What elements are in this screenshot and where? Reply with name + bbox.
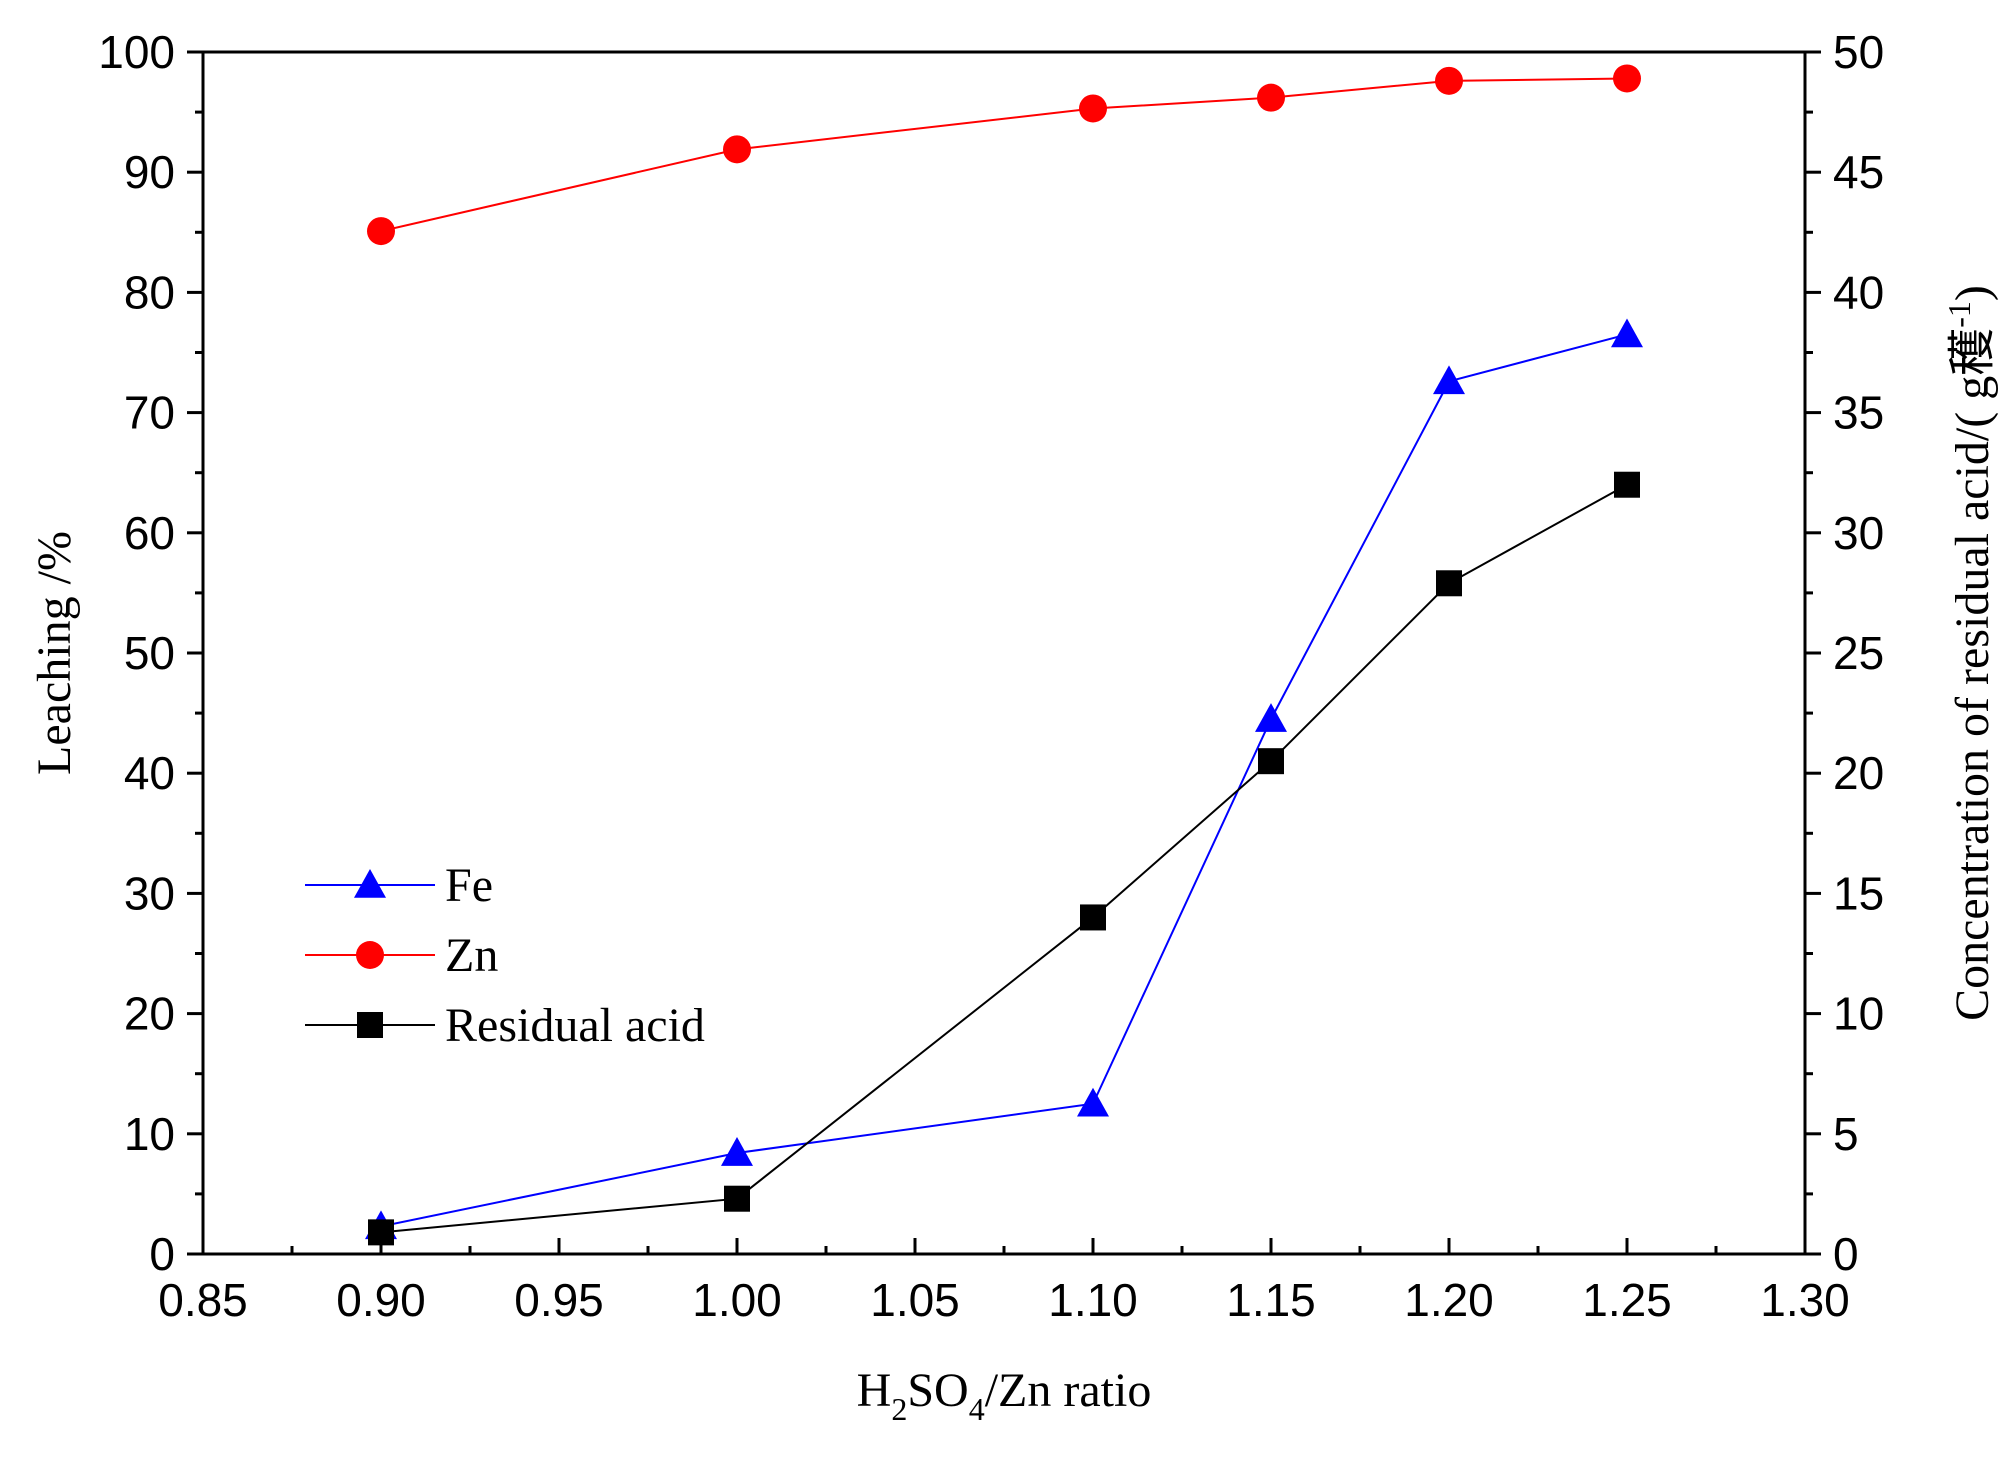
y-tick-label: 100 [98, 26, 175, 78]
residual-acid-line [380, 483, 1628, 1234]
series-residual-acid [368, 471, 1640, 1246]
residual-acid-point [1258, 748, 1284, 775]
y-tick-label: 80 [124, 266, 175, 318]
residual-acid-point [368, 1219, 394, 1246]
fe-point [1077, 1087, 1109, 1117]
legend-marker-residual-acid [357, 1012, 383, 1038]
y2-tick-label: 5 [1833, 1108, 1859, 1160]
zn-point [1257, 83, 1285, 112]
y2-axis-label: Concentration of residual acid/( g穫-1) [1941, 285, 1999, 1021]
y2-tick-label: 35 [1833, 387, 1884, 439]
y-tick-label: 0 [149, 1228, 175, 1280]
y-axis-label: Leaching /% [28, 531, 81, 775]
y2-tick-label: 30 [1833, 507, 1884, 559]
x-tick-label: 1.00 [692, 1274, 782, 1326]
x-tick-label: 0.85 [158, 1274, 248, 1326]
y-tick-label: 30 [124, 867, 175, 919]
y-tick-label: 10 [124, 1108, 175, 1160]
legend-marker-zn [356, 941, 384, 969]
x-tick-label: 1.15 [1226, 1274, 1316, 1326]
x-tick-label: 1.10 [1048, 1274, 1138, 1326]
y2-tick-label: 0 [1833, 1228, 1859, 1280]
x-tick-label: 1.20 [1404, 1274, 1494, 1326]
residual-acid-point [1436, 570, 1462, 597]
x-tick-label: 0.90 [336, 1274, 426, 1326]
y2-tick-label: 50 [1833, 26, 1884, 78]
y-tick-label: 20 [124, 988, 175, 1040]
zn-point [1079, 94, 1107, 123]
fe-line [380, 333, 1628, 1228]
y2-tick-label: 45 [1833, 146, 1884, 198]
y2-tick-label: 40 [1833, 266, 1884, 318]
legend-label-zn: Zn [445, 929, 498, 982]
y2-tick-label: 10 [1833, 988, 1884, 1040]
x-tick-label: 1.25 [1582, 1274, 1672, 1326]
zn-point [1435, 66, 1463, 95]
legend-marker-fe [354, 869, 386, 898]
y-tick-label: 50 [124, 627, 175, 679]
x-axis-label: H2SO4/Zn ratio [857, 1364, 1152, 1427]
series-zn [367, 64, 1641, 246]
y2-tick-label: 25 [1833, 627, 1884, 679]
y2-tick-label: 20 [1833, 747, 1884, 799]
x-tick-label: 1.30 [1760, 1274, 1850, 1326]
residual-acid-point [724, 1185, 750, 1212]
y-tick-label: 70 [124, 387, 175, 439]
x-tick-label: 0.95 [514, 1274, 604, 1326]
residual-acid-point [1080, 904, 1106, 931]
zn-line [380, 77, 1628, 233]
y-tick-label: 60 [124, 507, 175, 559]
y-tick-label: 40 [124, 747, 175, 799]
fe-point [1255, 703, 1287, 732]
zn-point [723, 135, 751, 164]
fe-point [721, 1137, 753, 1166]
fe-point [1611, 318, 1643, 348]
zn-point [1613, 64, 1641, 93]
y2-tick-label: 15 [1833, 867, 1884, 919]
zn-point [367, 217, 395, 246]
y-tick-label: 90 [124, 146, 175, 198]
legend: Fe Zn Residual acid [305, 859, 705, 1052]
fe-point [1433, 365, 1465, 395]
legend-label-fe: Fe [445, 859, 493, 912]
residual-acid-point [1614, 471, 1640, 498]
legend-label-residual-acid: Residual acid [445, 999, 705, 1052]
x-tick-label: 1.05 [870, 1274, 960, 1326]
